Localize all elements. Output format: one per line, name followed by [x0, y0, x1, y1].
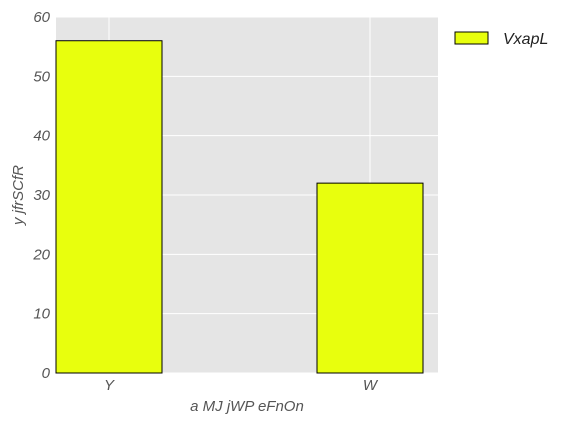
y-tick-label: 50: [33, 68, 50, 85]
legend-swatch: [454, 31, 489, 45]
x-tick-label: Y: [104, 377, 115, 394]
legend-label: VxapL: [503, 31, 548, 48]
bar-W: [316, 182, 424, 374]
x-axis-label: a MJ jWP eFnOn: [190, 398, 304, 415]
y-tick-label: 0: [42, 365, 51, 382]
y-tick-label: 30: [33, 187, 50, 204]
y-tick-label: 40: [33, 128, 50, 145]
y-tick-label: 60: [33, 9, 50, 26]
y-axis-label: y jfrSCfR: [10, 165, 27, 226]
y-tick-label: 20: [32, 246, 50, 263]
bars: [55, 40, 424, 374]
x-tick-label: W: [363, 377, 379, 394]
y-tick-labels: 0 10 20 30 40 50 60: [32, 9, 50, 382]
y-tick-label: 10: [33, 306, 50, 323]
legend: VxapL: [454, 31, 548, 48]
bar-Y: [55, 40, 163, 374]
